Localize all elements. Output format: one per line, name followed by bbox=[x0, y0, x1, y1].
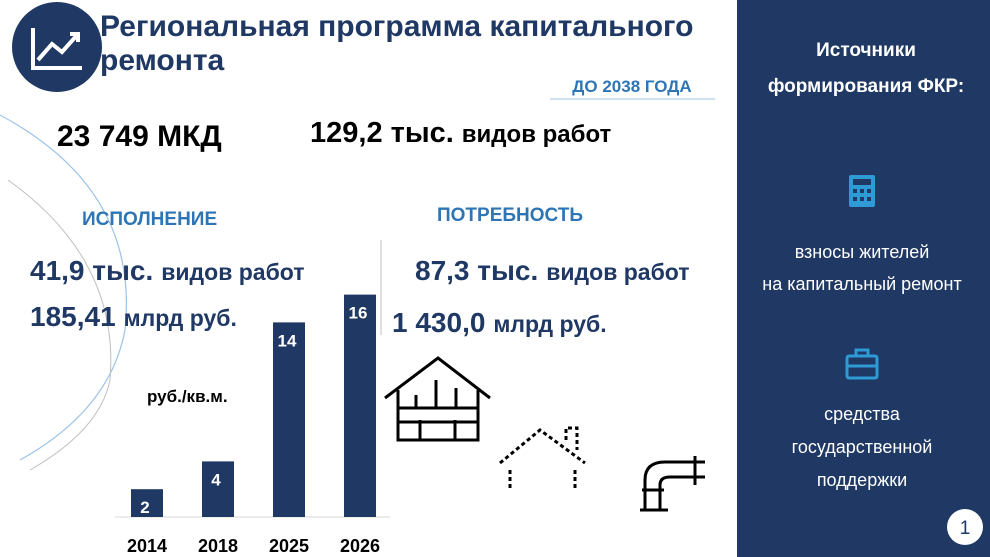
need-money: 1 430,0 млрд руб. bbox=[392, 307, 607, 338]
bar bbox=[202, 461, 234, 517]
house-icon bbox=[384, 356, 705, 512]
sidebar-item: государственной bbox=[792, 437, 933, 457]
x-tick-label: 2026 bbox=[340, 536, 380, 556]
sidebar bbox=[737, 0, 990, 557]
chart-unit: руб./кв.м. bbox=[147, 387, 228, 406]
sidebar-items: взносы жителей на капитальный ремонт средс… bbox=[762, 242, 962, 490]
execution-works: 41,9 тыс. видов работ bbox=[30, 255, 305, 286]
title: Региональная программа капитального bbox=[100, 10, 693, 43]
section-heading: ИСПОЛНЕНИЕ bbox=[82, 209, 217, 230]
need-works: 87,3 тыс. видов работ bbox=[415, 255, 690, 286]
page-badge bbox=[947, 509, 983, 545]
sidebar-title: Источники bbox=[816, 40, 916, 61]
value-label: 4 bbox=[211, 470, 221, 489]
calculator-icon bbox=[849, 175, 875, 207]
period: ДО 2038 ГОДА bbox=[572, 77, 691, 96]
sidebar-item: средства bbox=[824, 404, 901, 424]
houses: 23 749 МКД bbox=[57, 120, 222, 153]
title: ремонта bbox=[100, 44, 225, 77]
x-tick-label: 2018 bbox=[198, 536, 238, 556]
execution-money: 185,41 млрд руб. bbox=[30, 301, 237, 332]
value-label: 2 bbox=[140, 498, 149, 517]
sidebar-title: формирования ФКР: bbox=[768, 76, 964, 97]
page-number: 1 bbox=[960, 518, 971, 539]
x-tick-label: 2014 bbox=[127, 536, 167, 556]
sidebar-item: поддержки bbox=[817, 470, 907, 490]
works-total: 129,2 тыс. видов работ bbox=[310, 117, 612, 149]
logo-icon bbox=[31, 28, 82, 70]
briefcase-icon bbox=[845, 348, 879, 380]
bar bbox=[273, 322, 305, 517]
section-heading: ПОТРЕБНОСТЬ bbox=[437, 205, 583, 226]
value-label: 14 bbox=[278, 331, 297, 350]
decor-arc bbox=[7, 179, 112, 471]
bar bbox=[344, 294, 376, 517]
x-tick-label: 2025 bbox=[269, 536, 309, 556]
sidebar-item: взносы жителей bbox=[795, 242, 930, 262]
bar bbox=[131, 489, 163, 517]
value-label: 16 bbox=[349, 304, 368, 323]
sidebar-item: на капитальный ремонт bbox=[762, 274, 962, 294]
chart: 2 2014 4 2018 14 2025 16 2026 bbox=[115, 294, 390, 556]
decor-arc bbox=[0, 114, 127, 461]
